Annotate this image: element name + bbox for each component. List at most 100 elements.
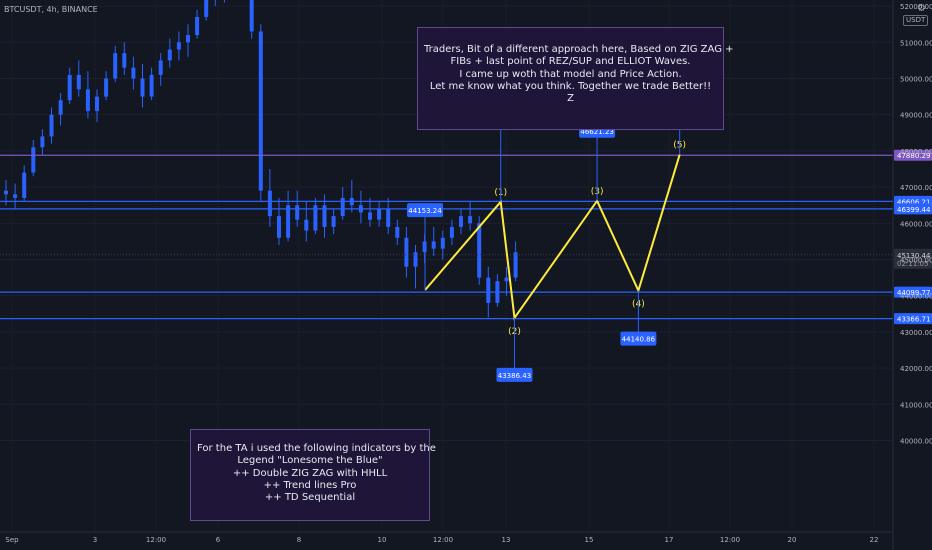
candle-body <box>140 78 145 97</box>
candle-body <box>295 205 300 220</box>
candle-body <box>486 277 491 303</box>
candle-body <box>58 100 63 115</box>
candle-body <box>267 190 272 217</box>
y-tick-label: 45000.00 <box>900 257 932 265</box>
candle-body <box>477 223 482 278</box>
candle-body <box>49 114 54 137</box>
level-tag-label: 44099.77 <box>897 289 930 297</box>
candle-body <box>286 205 291 238</box>
countdown-label: 02:11:05 <box>897 260 928 268</box>
note-bottom-line: For the TA i used the following indicato… <box>197 443 436 454</box>
x-tick-label: Sep <box>5 536 19 544</box>
candle-body <box>322 205 327 227</box>
price-tag-label: 44153.24 <box>408 207 442 215</box>
level-tag <box>894 286 932 298</box>
candle-body <box>504 277 509 282</box>
candle-body <box>186 35 190 43</box>
price-tag-label: 44140.86 <box>622 336 656 344</box>
x-tick-label: 15 <box>585 536 594 544</box>
candle-body <box>40 136 45 148</box>
wave-line <box>424 154 681 321</box>
candle-body <box>459 216 463 227</box>
price-tag-box <box>407 203 443 218</box>
note-bottom-line: ++ Double ZIG ZAG with HHLL <box>232 467 388 479</box>
x-tick-label: 12:00 <box>720 536 740 544</box>
currency-unit-button[interactable]: USDT <box>903 15 929 26</box>
price-axis: 40000.00 41000.00 42000.00 43000.00 44000.00… <box>892 0 932 550</box>
y-tick-label: 46000.00 <box>900 220 932 228</box>
y-tick-label: 50000.00 <box>900 76 932 84</box>
price-tag-label: 43386.43 <box>498 372 531 380</box>
y-tick-label: 51000.00 <box>900 39 932 47</box>
y-tick-label: 44000.00 <box>900 293 932 301</box>
candle-body <box>76 74 81 90</box>
gear-icon[interactable]: ⚙ <box>917 3 926 14</box>
price-tag-label: 46621.23 <box>580 128 613 136</box>
y-tick-label: 41000.00 <box>900 401 932 409</box>
candle-body <box>31 147 36 173</box>
candle-body <box>104 78 109 97</box>
candle-body <box>85 89 90 112</box>
price-tag-box <box>496 367 533 382</box>
symbol-label: BTCUSDT, 4h, BINANCE <box>4 5 98 14</box>
candle-body <box>195 16 200 36</box>
chart-grid <box>0 5 893 441</box>
time-axis: Sep 3 12:00 6 8 10 12:00 13 15 17 12:00 20 22 <box>0 531 893 544</box>
y-tick-label: 49000.00 <box>900 112 932 120</box>
level-tag <box>894 203 932 215</box>
note-top-line: FIBs + last point of REZ/SUP and ELLIOT … <box>450 56 691 68</box>
x-tick-label: 12:00 <box>433 536 453 544</box>
x-tick-label: 12:00 <box>146 536 166 544</box>
y-tick-label: 42000.00 <box>900 365 932 373</box>
candle-body <box>22 172 27 198</box>
note-bottom-line: ++ Trend lines Pro <box>263 479 357 491</box>
candle-body <box>313 205 318 231</box>
candle-body <box>249 0 254 32</box>
candle-body <box>449 226 454 238</box>
x-tick-label: 22 <box>870 536 879 544</box>
candle-body <box>431 241 436 249</box>
x-tick-label: 10 <box>378 536 387 544</box>
candle-body <box>413 252 418 267</box>
candle-body <box>277 216 281 238</box>
last-price-tag <box>894 248 932 269</box>
note-top-line: Let me know what you think. Together we … <box>429 80 712 92</box>
candle-body <box>377 208 382 220</box>
candle-body <box>122 53 127 68</box>
candle-body <box>13 194 18 198</box>
candle-body <box>513 252 518 278</box>
candle-body <box>468 216 473 224</box>
candle-body <box>395 226 400 238</box>
y-tick-label: 43000.00 <box>900 329 932 337</box>
x-tick-label: 8 <box>297 536 301 544</box>
candle-body <box>404 237 409 267</box>
candle-body <box>131 67 136 79</box>
candle-body <box>67 74 72 101</box>
y-tick-label: 48000.00 <box>900 148 932 156</box>
note-bottom-line: ++ TD Sequential <box>264 492 356 504</box>
candle-body <box>176 42 181 50</box>
candle-body <box>4 190 8 195</box>
note-top-line: I came up woth that model and Price Acti… <box>459 68 682 80</box>
y-tick-label: 52000.00 <box>900 3 932 11</box>
candle-body <box>204 0 209 17</box>
candle-body <box>167 49 172 61</box>
candle-body <box>440 237 445 249</box>
elliott-wave-path: (1)(2)(3)(4)(5) <box>424 141 686 337</box>
candle-body <box>258 31 263 191</box>
indicator-note-bottom: For the TA i used the following indicato… <box>190 429 436 521</box>
level-tag-label: 46606.21 <box>897 198 930 206</box>
level-tag-label: 47880.29 <box>897 152 930 160</box>
candle-body <box>368 212 372 220</box>
note-top-line: Z <box>567 93 574 105</box>
price-tag-box <box>620 331 657 346</box>
candle-body <box>158 60 163 75</box>
candle-body <box>113 53 118 79</box>
candle-body <box>304 219 309 231</box>
last-price-label: 45130.44 <box>897 252 931 260</box>
x-tick-label: 20 <box>788 536 797 544</box>
level-tag-label: 46399.44 <box>897 206 931 214</box>
note-bottom-line: Legend "Lonesome the Blue" <box>237 455 383 467</box>
